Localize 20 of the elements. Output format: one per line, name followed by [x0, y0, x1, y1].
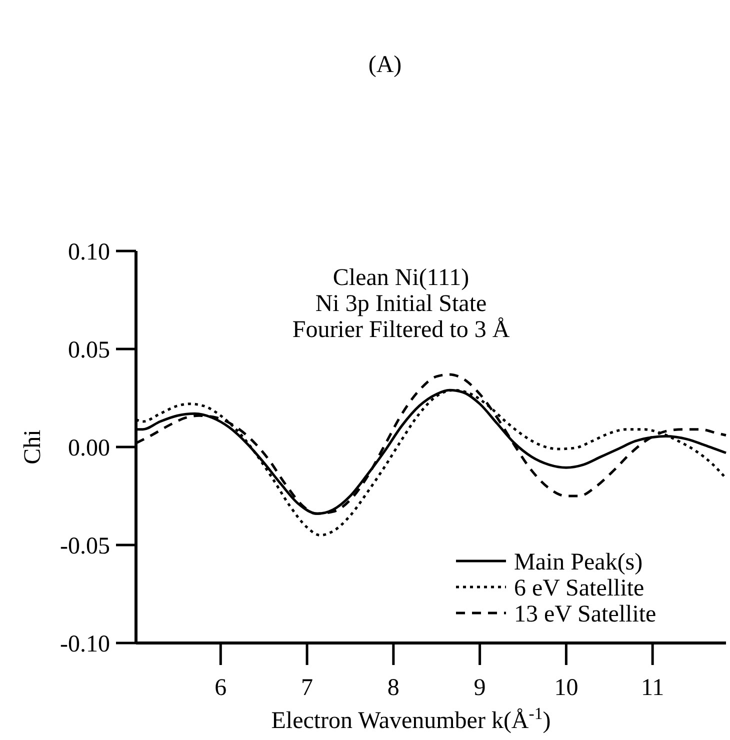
- annotation: Fourier Filtered to 3 Å: [292, 317, 510, 343]
- legend-label: Main Peak(s): [514, 549, 643, 576]
- chart-title: (A): [368, 52, 402, 78]
- x-axis-title: Electron Wavenumber k(Å$^{-1}$): [271, 704, 551, 734]
- y-axis-title: Chi: [20, 429, 46, 464]
- y-tick-label: -0.10: [60, 631, 110, 658]
- legend-label: 13 eV Satellite: [514, 601, 656, 628]
- x-tick-label: 8: [387, 675, 400, 701]
- y-tick-label: 0.00: [68, 435, 110, 462]
- y-tick-label: 0.05: [68, 337, 110, 364]
- legend-label: 6 eV Satellite: [514, 575, 644, 602]
- x-tick-label: 7: [301, 675, 314, 701]
- annotation: Clean Ni(111): [332, 265, 470, 291]
- y-tick-label: 0.10: [68, 239, 110, 266]
- x-tick-label: 6: [214, 675, 227, 701]
- x-tick-label: 11: [641, 675, 664, 701]
- annotation: Ni 3p Initial State: [315, 291, 487, 317]
- x-tick-label: 10: [554, 675, 578, 701]
- x-tick-label: 9: [474, 675, 486, 701]
- y-tick-label: -0.05: [60, 533, 110, 560]
